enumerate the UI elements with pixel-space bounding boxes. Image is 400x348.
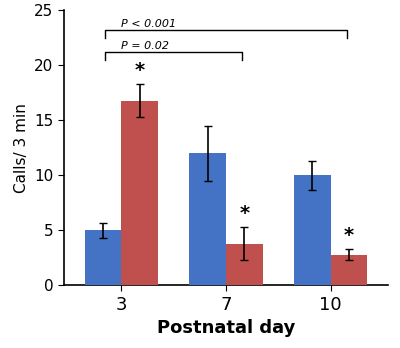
Bar (122, 101, 158, 285)
Text: P = 0.02: P = 0.02 (121, 41, 169, 50)
Bar (85, 230, 122, 285)
Bar (330, 255, 367, 285)
Y-axis label: Calls/ 3 min: Calls/ 3 min (14, 103, 29, 193)
Text: *: * (135, 61, 145, 80)
Bar (294, 175, 330, 285)
Text: *: * (239, 204, 249, 223)
Bar (226, 244, 262, 285)
X-axis label: Postnatal day: Postnatal day (157, 319, 295, 337)
Text: P < 0.001: P < 0.001 (121, 18, 176, 29)
Text: *: * (344, 226, 354, 245)
Bar (190, 153, 226, 285)
